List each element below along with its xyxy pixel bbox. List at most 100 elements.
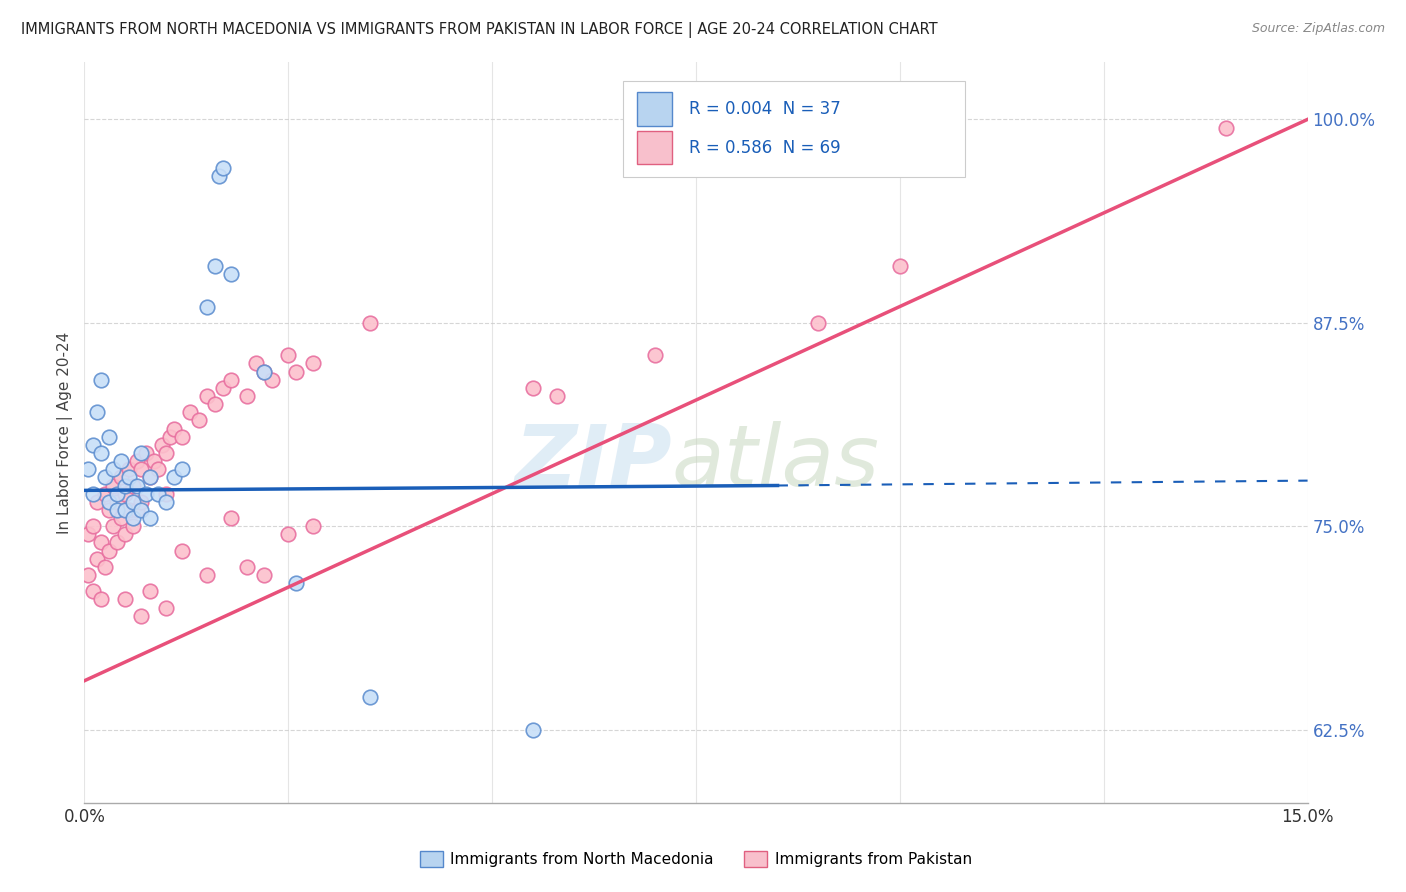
Point — [146, 462, 169, 476]
Point — [150, 438, 173, 452]
Point — [122, 519, 145, 533]
Point — [114, 503, 136, 517]
Point — [522, 723, 544, 737]
Point — [155, 486, 177, 500]
Point — [97, 503, 120, 517]
Point — [110, 511, 132, 525]
Point — [97, 430, 120, 444]
Point — [163, 470, 186, 484]
Point — [114, 527, 136, 541]
Point — [131, 503, 153, 517]
Point — [118, 503, 141, 517]
Point — [127, 454, 149, 468]
Point — [82, 438, 104, 452]
Point — [301, 519, 323, 533]
Point — [110, 470, 132, 484]
Point — [131, 495, 153, 509]
Text: R = 0.586  N = 69: R = 0.586 N = 69 — [689, 138, 841, 157]
Text: IMMIGRANTS FROM NORTH MACEDONIA VS IMMIGRANTS FROM PAKISTAN IN LABOR FORCE | AGE: IMMIGRANTS FROM NORTH MACEDONIA VS IMMIG… — [21, 22, 938, 38]
Point — [114, 592, 136, 607]
Point — [807, 316, 830, 330]
Point — [236, 559, 259, 574]
Point — [138, 470, 160, 484]
Point — [195, 568, 218, 582]
Point — [77, 568, 100, 582]
FancyBboxPatch shape — [623, 81, 965, 178]
Point — [86, 551, 108, 566]
Point — [105, 486, 128, 500]
Point — [105, 503, 128, 517]
Point — [546, 389, 568, 403]
Point — [93, 559, 115, 574]
Point — [135, 486, 157, 500]
Point — [245, 356, 267, 370]
Point — [187, 413, 209, 427]
Point — [212, 161, 235, 176]
Point — [127, 503, 149, 517]
Point — [219, 511, 242, 525]
Point — [90, 373, 112, 387]
Point — [101, 462, 124, 476]
Point — [285, 365, 308, 379]
Point — [77, 462, 100, 476]
Legend: Immigrants from North Macedonia, Immigrants from Pakistan: Immigrants from North Macedonia, Immigra… — [420, 851, 972, 867]
Point — [122, 495, 145, 509]
Point — [159, 430, 181, 444]
Point — [1215, 120, 1237, 135]
Point — [212, 381, 235, 395]
Point — [138, 584, 160, 599]
Text: atlas: atlas — [672, 421, 880, 504]
Point — [90, 535, 112, 549]
Point — [253, 365, 276, 379]
Point — [82, 584, 104, 599]
Point — [118, 462, 141, 476]
FancyBboxPatch shape — [637, 93, 672, 126]
Point — [179, 405, 201, 419]
Point — [101, 478, 124, 492]
Point — [114, 478, 136, 492]
Point — [146, 486, 169, 500]
Point — [122, 511, 145, 525]
Point — [644, 348, 666, 362]
Point — [889, 259, 911, 273]
Point — [172, 543, 194, 558]
Point — [253, 365, 276, 379]
Point — [135, 446, 157, 460]
Point — [138, 470, 160, 484]
Point — [131, 462, 153, 476]
Point — [163, 421, 186, 435]
Point — [86, 495, 108, 509]
Point — [93, 486, 115, 500]
Point — [131, 608, 153, 623]
Point — [101, 519, 124, 533]
Point — [219, 267, 242, 281]
Point — [127, 478, 149, 492]
Point — [236, 389, 259, 403]
Point — [82, 486, 104, 500]
Point — [359, 690, 381, 704]
Point — [155, 446, 177, 460]
Point — [285, 576, 308, 591]
Point — [172, 462, 194, 476]
Point — [155, 600, 177, 615]
Point — [204, 259, 226, 273]
Point — [219, 373, 242, 387]
Point — [301, 356, 323, 370]
Point — [195, 300, 218, 314]
Point — [122, 478, 145, 492]
Point — [253, 568, 276, 582]
Point — [90, 592, 112, 607]
Point — [118, 470, 141, 484]
Point — [195, 389, 218, 403]
Point — [204, 397, 226, 411]
Point — [105, 535, 128, 549]
Point — [131, 446, 153, 460]
Point — [86, 405, 108, 419]
FancyBboxPatch shape — [637, 131, 672, 164]
Point — [142, 454, 165, 468]
Point — [77, 527, 100, 541]
Point — [82, 519, 104, 533]
Point — [172, 430, 194, 444]
Point — [105, 495, 128, 509]
Point — [110, 454, 132, 468]
